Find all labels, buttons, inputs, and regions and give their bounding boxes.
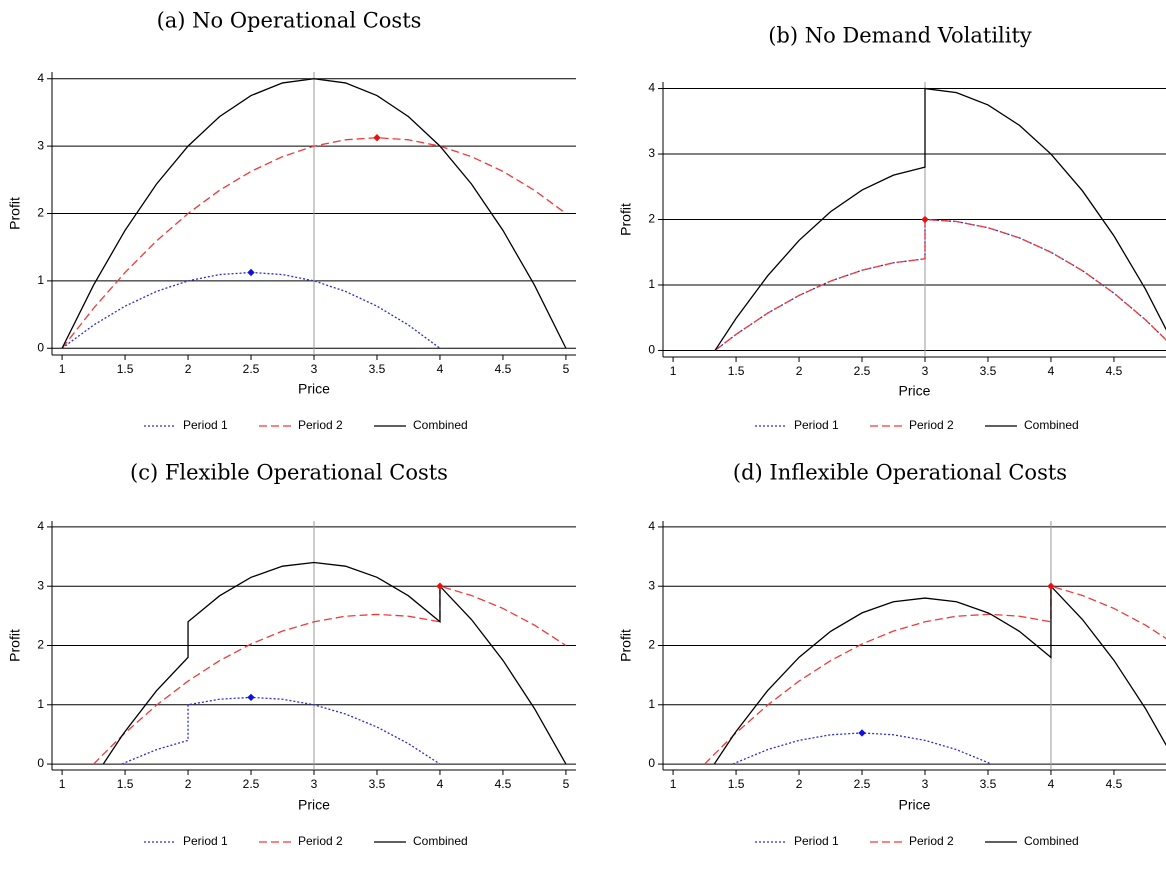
legend-label: Combined: [1024, 834, 1079, 848]
x-tick-label: 4: [437, 362, 444, 376]
y-tick-label: 3: [37, 578, 44, 592]
chart-title: (d) Inflexible Operational Costs: [733, 461, 1067, 485]
x-tick-label: 2: [185, 777, 192, 791]
y-tick-label: 3: [37, 138, 44, 152]
x-tick-label: 3: [311, 362, 318, 376]
x-tick-label: 1: [670, 364, 677, 378]
x-tick-label: 2.5: [854, 777, 871, 791]
x-tick-label: 3.5: [369, 777, 386, 791]
legend-label: Period 1: [794, 834, 839, 848]
series-line: [732, 732, 992, 765]
x-tick-label: 4.5: [1106, 364, 1123, 378]
x-tick-label: 2.5: [854, 364, 871, 378]
x-tick-label: 1: [59, 362, 66, 376]
y-tick-label: 2: [648, 212, 655, 226]
x-tick-label: 1.5: [117, 777, 134, 791]
x-axis-label: Price: [298, 381, 330, 397]
legend-label: Period 2: [909, 834, 954, 848]
series-line: [714, 87, 1166, 351]
series-line: [93, 585, 567, 765]
x-tick-label: 2.5: [243, 777, 260, 791]
x-tick-label: 3: [311, 777, 318, 791]
legend-label: Period 2: [298, 418, 343, 432]
x-tick-label: 1.5: [117, 362, 134, 376]
legend-label: Combined: [413, 418, 468, 432]
y-tick-label: 0: [37, 340, 44, 354]
legend-label: Period 1: [183, 834, 228, 848]
y-axis-label: Profit: [618, 203, 634, 236]
y-tick-label: 2: [648, 638, 655, 652]
x-tick-label: 2: [796, 777, 803, 791]
y-tick-label: 4: [648, 519, 655, 533]
x-tick-label: 4: [1048, 364, 1055, 378]
y-tick-label: 0: [648, 343, 655, 357]
series-line: [713, 584, 1166, 765]
x-axis-label: Price: [899, 797, 931, 813]
x-tick-label: 1: [59, 777, 66, 791]
x-tick-label: 1.5: [728, 364, 745, 378]
y-tick-label: 2: [37, 638, 44, 652]
legend-label: Period 1: [794, 418, 839, 432]
x-tick-label: 5: [563, 362, 570, 376]
y-axis-label: Profit: [7, 629, 23, 662]
x-tick-label: 3: [922, 777, 929, 791]
x-tick-label: 3.5: [980, 777, 997, 791]
x-tick-label: 1.5: [728, 777, 745, 791]
x-tick-label: 2.5: [243, 362, 260, 376]
y-tick-label: 0: [37, 756, 44, 770]
series-line: [121, 696, 441, 765]
legend-label: Period 2: [298, 834, 343, 848]
x-tick-label: 4: [1048, 777, 1055, 791]
x-tick-label: 4: [437, 777, 444, 791]
peak-marker: [921, 215, 929, 224]
legend-label: Period 2: [909, 418, 954, 432]
x-tick-label: 4.5: [1106, 777, 1123, 791]
x-tick-label: 5: [563, 777, 570, 791]
x-tick-label: 2: [796, 364, 803, 378]
series-line: [61, 137, 567, 349]
peak-marker: [1047, 582, 1055, 590]
series-line: [61, 78, 567, 349]
peak-marker: [247, 268, 255, 277]
chart-title: (a) No Operational Costs: [157, 9, 422, 33]
y-tick-label: 1: [37, 273, 44, 287]
x-tick-label: 4.5: [495, 777, 512, 791]
chart-title: (c) Flexible Operational Costs: [130, 461, 448, 485]
y-tick-label: 4: [37, 71, 44, 85]
y-axis-label: Profit: [7, 197, 23, 230]
series-line: [704, 585, 1166, 765]
x-tick-label: 3.5: [369, 362, 386, 376]
x-tick-label: 3.5: [980, 364, 997, 378]
series-line: [61, 271, 441, 349]
y-tick-label: 0: [648, 756, 655, 770]
y-tick-label: 2: [37, 206, 44, 220]
x-axis-label: Price: [298, 797, 330, 813]
peak-marker: [858, 729, 866, 737]
x-axis-label: Price: [899, 383, 931, 399]
peak-marker: [247, 693, 255, 702]
peak-marker: [373, 134, 381, 142]
legend-label: Combined: [413, 834, 468, 848]
peak-marker: [436, 582, 444, 590]
x-tick-label: 3: [922, 364, 929, 378]
y-tick-label: 1: [648, 277, 655, 291]
chart-title: (b) No Demand Volatility: [768, 24, 1032, 48]
y-tick-label: 1: [37, 697, 44, 711]
series-line: [102, 561, 567, 765]
y-tick-label: 4: [37, 519, 44, 533]
y-tick-label: 1: [648, 697, 655, 711]
x-tick-label: 2: [185, 362, 192, 376]
legend-label: Combined: [1024, 418, 1079, 432]
x-tick-label: 1: [670, 777, 677, 791]
y-tick-label: 3: [648, 146, 655, 160]
y-tick-label: 4: [648, 81, 655, 95]
y-tick-label: 3: [648, 578, 655, 592]
y-axis-label: Profit: [618, 629, 634, 662]
legend-label: Period 1: [183, 418, 228, 432]
x-tick-label: 4.5: [495, 362, 512, 376]
